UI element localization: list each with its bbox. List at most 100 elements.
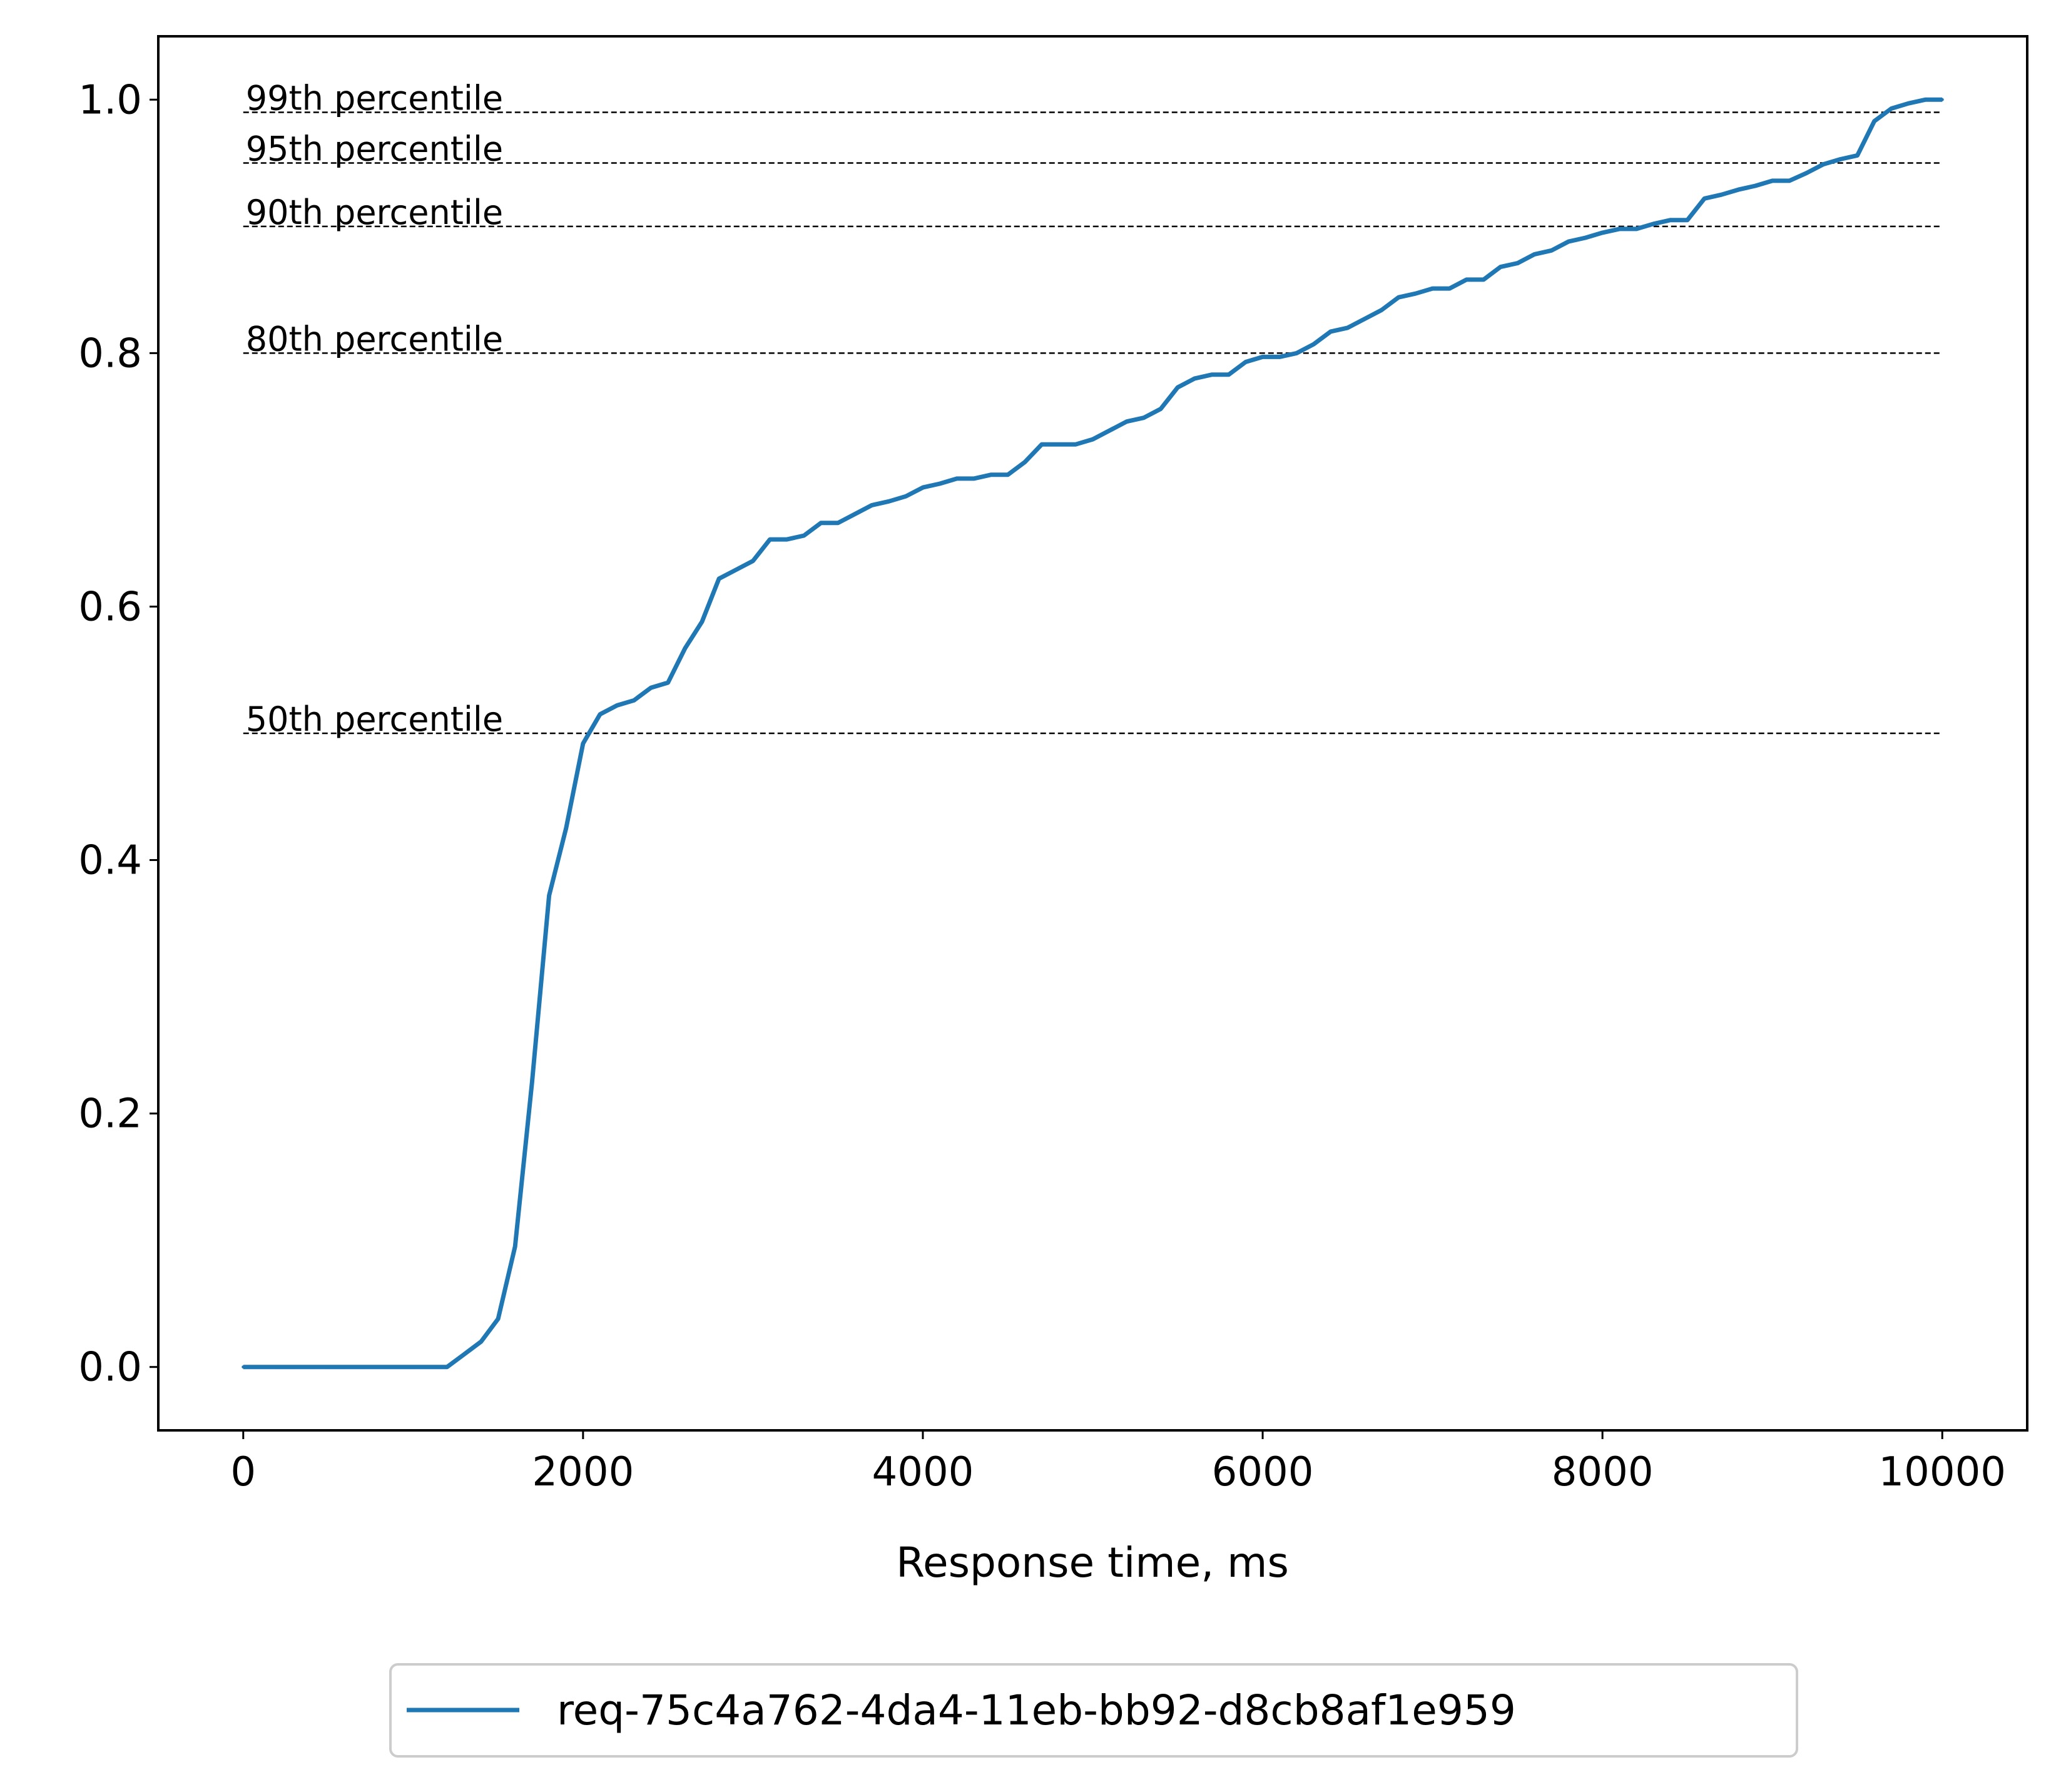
data-point xyxy=(1702,196,1706,200)
data-point xyxy=(1413,292,1417,295)
data-point xyxy=(1515,262,1519,265)
data-point xyxy=(292,1365,296,1369)
data-point xyxy=(1669,218,1672,222)
data-point xyxy=(615,703,619,707)
data-point xyxy=(1431,287,1435,290)
data-point xyxy=(513,1245,517,1248)
y-tick-label: 0.8 xyxy=(78,330,142,377)
data-point xyxy=(275,1365,279,1369)
data-point xyxy=(751,559,755,563)
data-point xyxy=(1736,188,1740,191)
data-point xyxy=(1006,473,1010,477)
data-point xyxy=(1465,278,1468,282)
percentile-label-3: 80th percentile xyxy=(246,319,503,359)
data-point xyxy=(1873,120,1876,123)
data-point xyxy=(1940,98,1944,101)
data-point xyxy=(327,1365,330,1369)
data-point xyxy=(1397,295,1400,299)
data-point xyxy=(1176,385,1179,389)
data-point xyxy=(1686,218,1689,222)
data-point xyxy=(1482,278,1485,282)
y-axis-ticks: 0.0 0.2 0.4 0.6 0.8 1.0 xyxy=(78,77,158,1391)
data-point xyxy=(887,499,891,503)
data-point xyxy=(242,1365,245,1369)
data-point xyxy=(802,534,806,537)
data-point xyxy=(1821,163,1825,166)
percentile-label-4: 50th percentile xyxy=(246,700,503,739)
data-point xyxy=(1634,227,1638,231)
data-point xyxy=(496,1317,500,1321)
data-point xyxy=(1125,420,1129,424)
data-point xyxy=(700,620,704,624)
y-tick-label: 0.2 xyxy=(78,1091,142,1138)
data-point xyxy=(1804,171,1808,175)
series-layer xyxy=(242,97,1944,1370)
data-point xyxy=(258,1365,262,1369)
data-point xyxy=(1278,355,1281,359)
data-point xyxy=(598,713,602,716)
data-point xyxy=(1244,360,1248,364)
data-point xyxy=(1838,157,1842,161)
data-point xyxy=(1023,461,1027,464)
data-point xyxy=(870,503,873,507)
data-point xyxy=(1771,179,1774,183)
data-point xyxy=(1091,437,1094,441)
data-point xyxy=(1312,342,1316,346)
data-point xyxy=(955,477,959,481)
data-point xyxy=(1448,287,1452,290)
data-point xyxy=(1108,429,1112,432)
x-tick-label: 10000 xyxy=(1878,1449,2006,1495)
data-point xyxy=(632,698,636,702)
legend-box xyxy=(389,1663,1798,1758)
data-point xyxy=(1719,193,1723,196)
plot-frame xyxy=(157,35,2028,1432)
data-point xyxy=(1499,265,1502,269)
data-point xyxy=(1652,222,1656,226)
data-point xyxy=(1040,442,1044,446)
data-point xyxy=(1329,330,1333,333)
data-point xyxy=(581,741,585,745)
data-point xyxy=(683,646,687,650)
percentile-label-2: 90th percentile xyxy=(246,193,503,232)
data-point xyxy=(1601,231,1604,235)
data-point xyxy=(785,537,789,541)
x-tick-label: 0 xyxy=(230,1449,256,1495)
data-point xyxy=(938,482,942,486)
y-tick-label: 1.0 xyxy=(78,77,142,123)
data-point xyxy=(428,1365,432,1369)
x-tick-label: 8000 xyxy=(1552,1449,1654,1495)
data-point xyxy=(1074,442,1077,446)
data-point xyxy=(1159,407,1163,410)
data-point xyxy=(445,1365,449,1369)
data-point xyxy=(1567,240,1570,243)
x-axis-title: Response time, ms xyxy=(896,1539,1289,1587)
series-points-0 xyxy=(242,98,1944,1369)
data-point xyxy=(344,1365,347,1369)
data-point xyxy=(1261,355,1265,359)
data-point xyxy=(360,1365,364,1369)
data-point xyxy=(530,1080,534,1084)
data-point xyxy=(649,686,653,690)
data-point xyxy=(564,827,568,830)
data-point xyxy=(1142,416,1146,420)
data-point xyxy=(1617,227,1621,231)
data-point xyxy=(717,577,721,581)
data-point xyxy=(666,681,670,685)
x-tick-label: 6000 xyxy=(1212,1449,1314,1495)
data-point xyxy=(309,1365,313,1369)
x-tick-label: 4000 xyxy=(872,1449,974,1495)
data-point xyxy=(972,477,975,481)
legend-series-label: req-75c4a762-4da4-11eb-bb92-d8cb8af1e959 xyxy=(557,1686,1516,1734)
data-point xyxy=(1363,317,1366,321)
data-point xyxy=(1210,373,1214,377)
data-point xyxy=(836,521,840,525)
data-point xyxy=(1227,373,1231,377)
y-tick-label: 0.0 xyxy=(78,1345,142,1391)
data-point xyxy=(1533,252,1537,256)
data-point xyxy=(547,893,551,897)
data-point xyxy=(479,1340,483,1343)
data-point xyxy=(1193,377,1196,380)
